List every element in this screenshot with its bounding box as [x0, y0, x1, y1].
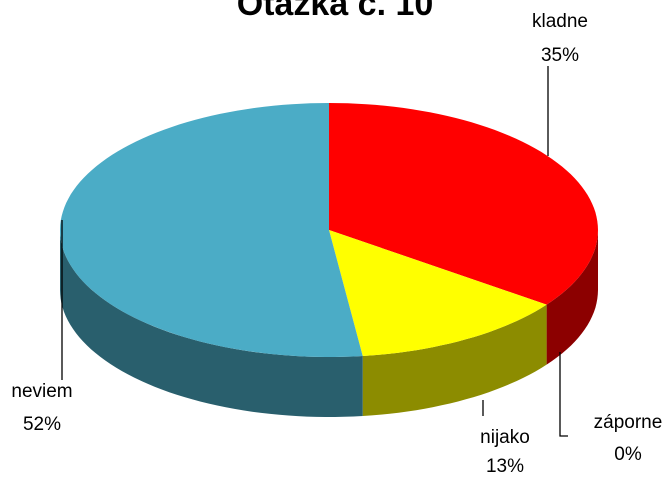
slice-label: kladne: [532, 11, 588, 32]
slice-label: neviem: [11, 381, 72, 402]
value-label: 0%: [614, 444, 642, 465]
slice-label: záporne: [594, 412, 663, 433]
slice-side: [546, 230, 598, 365]
leader-line: [559, 352, 568, 437]
pie: [60, 103, 598, 417]
value-label: 52%: [23, 414, 61, 435]
slice-side: [362, 304, 547, 416]
slice-side: [60, 230, 363, 417]
value-label: 35%: [541, 45, 579, 66]
slice: [329, 230, 547, 356]
slice: [60, 103, 363, 357]
slice-label: nijako: [480, 427, 530, 448]
slice: [329, 103, 598, 305]
chart-title: Otázka č. 10: [237, 0, 434, 23]
value-label: 13%: [486, 456, 524, 477]
